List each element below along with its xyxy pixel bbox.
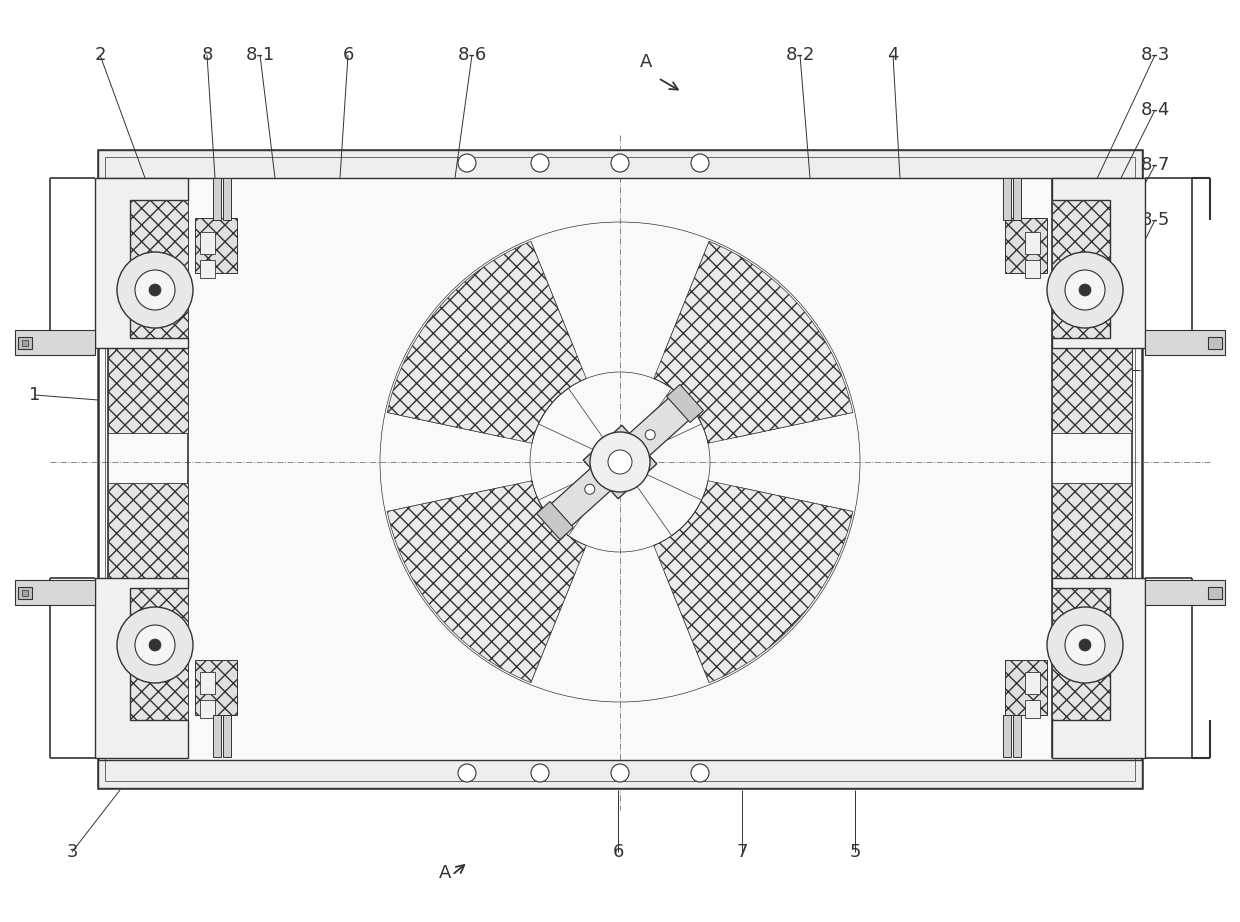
Text: 8-3: 8-3 [1141, 46, 1169, 64]
Text: 8-6: 8-6 [458, 46, 486, 64]
Polygon shape [1052, 178, 1145, 348]
Polygon shape [653, 242, 853, 443]
Circle shape [117, 607, 193, 683]
Circle shape [691, 764, 709, 782]
Bar [1003, 715, 1011, 757]
Circle shape [458, 764, 476, 782]
Bar [223, 178, 231, 220]
Bar [200, 672, 215, 694]
Bar [1208, 337, 1221, 349]
Polygon shape [1052, 578, 1145, 758]
Text: 8-1: 8-1 [246, 46, 274, 64]
Circle shape [1047, 607, 1123, 683]
Bar [22, 340, 29, 346]
Bar [1052, 178, 1132, 433]
Circle shape [135, 625, 175, 665]
Text: 9: 9 [30, 329, 41, 347]
Bar [195, 218, 237, 273]
Circle shape [117, 252, 193, 328]
Text: 1: 1 [30, 386, 41, 404]
Circle shape [149, 284, 161, 296]
Text: 8-2: 8-2 [785, 46, 815, 64]
Circle shape [611, 764, 629, 782]
Circle shape [645, 430, 655, 440]
Bar [19, 337, 32, 349]
Bar [1013, 715, 1021, 757]
Bar [19, 587, 32, 599]
Bar [213, 715, 221, 757]
Polygon shape [1145, 330, 1225, 355]
Circle shape [1079, 284, 1091, 296]
Bar [1013, 178, 1021, 220]
Bar [98, 760, 1142, 788]
Bar [213, 178, 221, 220]
Circle shape [1065, 270, 1105, 310]
Bar [1052, 483, 1132, 738]
Text: 8-4: 8-4 [1141, 101, 1169, 119]
Text: 2: 2 [94, 46, 105, 64]
Circle shape [608, 450, 632, 474]
Circle shape [590, 432, 650, 492]
Text: 8: 8 [201, 46, 213, 64]
Bar [1208, 587, 1221, 599]
Text: 6: 6 [342, 46, 353, 64]
Circle shape [691, 154, 709, 172]
Polygon shape [583, 425, 657, 499]
Polygon shape [653, 480, 853, 682]
Circle shape [1079, 639, 1091, 651]
Bar [98, 150, 1142, 178]
Circle shape [1065, 625, 1105, 665]
Bar [1004, 660, 1047, 715]
Circle shape [531, 764, 549, 782]
Polygon shape [541, 389, 699, 535]
Bar [195, 660, 237, 715]
Circle shape [531, 154, 549, 172]
Bar [200, 260, 215, 278]
Polygon shape [667, 384, 703, 422]
Bar [1025, 232, 1040, 254]
Circle shape [611, 154, 629, 172]
Bar [108, 178, 188, 433]
Polygon shape [1145, 580, 1225, 605]
Circle shape [585, 484, 595, 494]
Bar [22, 590, 29, 596]
Bar [105, 157, 1135, 781]
Bar [1003, 178, 1011, 220]
Bar [98, 150, 1142, 788]
Bar [1025, 672, 1040, 694]
Bar [223, 715, 231, 757]
Circle shape [1047, 252, 1123, 328]
Polygon shape [95, 178, 188, 348]
Polygon shape [15, 330, 95, 355]
Polygon shape [537, 502, 573, 539]
Circle shape [149, 639, 161, 651]
Text: A: A [439, 864, 451, 882]
Text: 5: 5 [849, 843, 861, 861]
Text: 3: 3 [66, 843, 78, 861]
Bar [1025, 260, 1040, 278]
Circle shape [135, 270, 175, 310]
Polygon shape [95, 578, 188, 758]
Polygon shape [387, 480, 587, 682]
Polygon shape [15, 580, 95, 605]
Bar [1004, 218, 1047, 273]
Text: A: A [640, 53, 652, 71]
Text: 6: 6 [613, 843, 624, 861]
Circle shape [458, 154, 476, 172]
Polygon shape [387, 242, 587, 443]
Text: 7: 7 [737, 843, 748, 861]
Bar [200, 700, 215, 718]
Bar [108, 483, 188, 738]
Text: 4: 4 [888, 46, 899, 64]
Text: 8-7: 8-7 [1141, 156, 1169, 174]
Text: 8-5: 8-5 [1141, 211, 1169, 229]
Bar [1025, 700, 1040, 718]
Bar [200, 232, 215, 254]
